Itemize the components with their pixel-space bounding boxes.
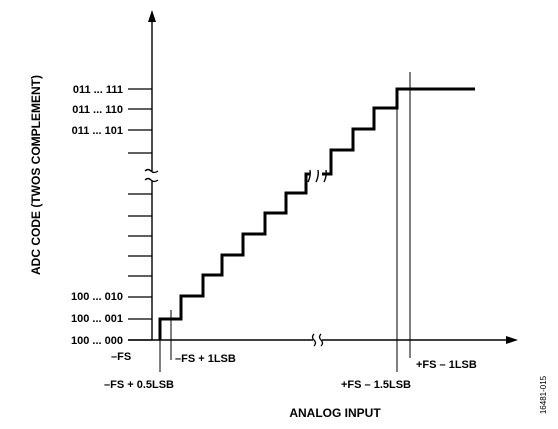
y-tick-marks [128, 88, 152, 341]
y-axis-title: ADC CODE (TWOS COMPLEMENT) [29, 75, 43, 275]
x-label-neg-fs: –FS [111, 351, 131, 363]
y-label-011-111: 011 ... 111 [73, 84, 123, 96]
y-axis-break [144, 168, 159, 183]
figure-id: 16481-015 [539, 375, 548, 414]
y-label-011-110: 011 ... 110 [72, 104, 123, 116]
x-axis-arrow [506, 336, 518, 344]
x-label-pos-fs-minus-1lsb: +FS – 1LSB [416, 359, 477, 371]
x-axis-title: ANALOG INPUT [289, 406, 381, 420]
x-label-pos-fs-minus-1-5lsb: +FS – 1.5LSB [341, 379, 411, 391]
curve-break [307, 169, 327, 183]
y-label-100-010: 100 ... 010 [71, 291, 123, 303]
reference-lines [159, 72, 411, 372]
x-label-neg-fs-plus-half-lsb: –FS + 0.5LSB [104, 379, 174, 391]
y-label-011-101: 011 ... 101 [72, 125, 123, 137]
y-label-100-001: 100 ... 001 [71, 313, 123, 325]
y-axis-arrow [148, 10, 156, 22]
y-label-100-000: 100 ... 000 [71, 335, 123, 347]
transfer-staircase-upper [322, 87, 475, 176]
transfer-staircase [158, 172, 310, 340]
x-axis-break [311, 333, 324, 347]
x-label-neg-fs-plus-1lsb: –FS + 1LSB [175, 353, 236, 365]
